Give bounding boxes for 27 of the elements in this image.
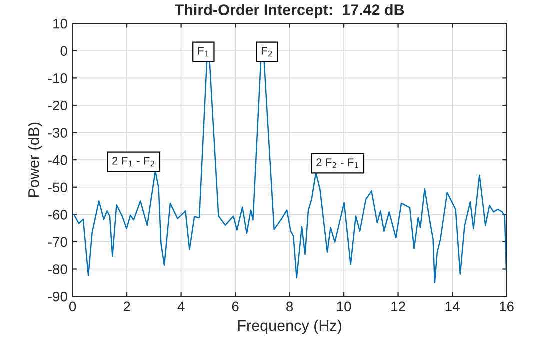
x-tick-label: 0 (69, 302, 76, 312)
y-tick-label: -40 (48, 155, 68, 166)
y-tick-label: 10 (54, 18, 68, 29)
x-tick-label: 12 (392, 302, 406, 312)
y-tick-label: -70 (48, 237, 68, 248)
annotation: F$_{2}$ (262, 47, 272, 57)
annotation: F$_{1}$ (198, 47, 209, 57)
y-tick-label: 0 (60, 46, 68, 56)
y-tick-label: -30 (48, 128, 68, 138)
y-tick-label: -60 (48, 210, 68, 220)
x-tick-label: 10 (337, 302, 352, 312)
y-tick-label: -50 (48, 182, 68, 193)
x-tick-label: 14 (446, 302, 460, 312)
x-tick-label: 6 (232, 302, 239, 312)
y-axis-title: Power (dB) (28, 122, 42, 198)
y-tick-label: -90 (48, 292, 68, 302)
x-tick-label: 16 (500, 302, 514, 312)
x-tick-label: 4 (178, 302, 185, 312)
chart-title: Third-Order Intercept: 17.42 dB (174, 4, 404, 18)
x-axis-title: Frequency (Hz) (238, 320, 342, 334)
y-tick-label: -20 (48, 100, 68, 111)
x-tick-label: 2 (124, 302, 130, 312)
x-tick-label: 8 (286, 302, 294, 312)
annotation: 2 F$_{2}$ - F$_{1}$ (316, 158, 359, 168)
annotation: 2 F$_{1}$ - F$_{2}$ (112, 157, 154, 167)
y-tick-label: -10 (48, 74, 68, 84)
y-tick-label: -80 (48, 264, 68, 274)
